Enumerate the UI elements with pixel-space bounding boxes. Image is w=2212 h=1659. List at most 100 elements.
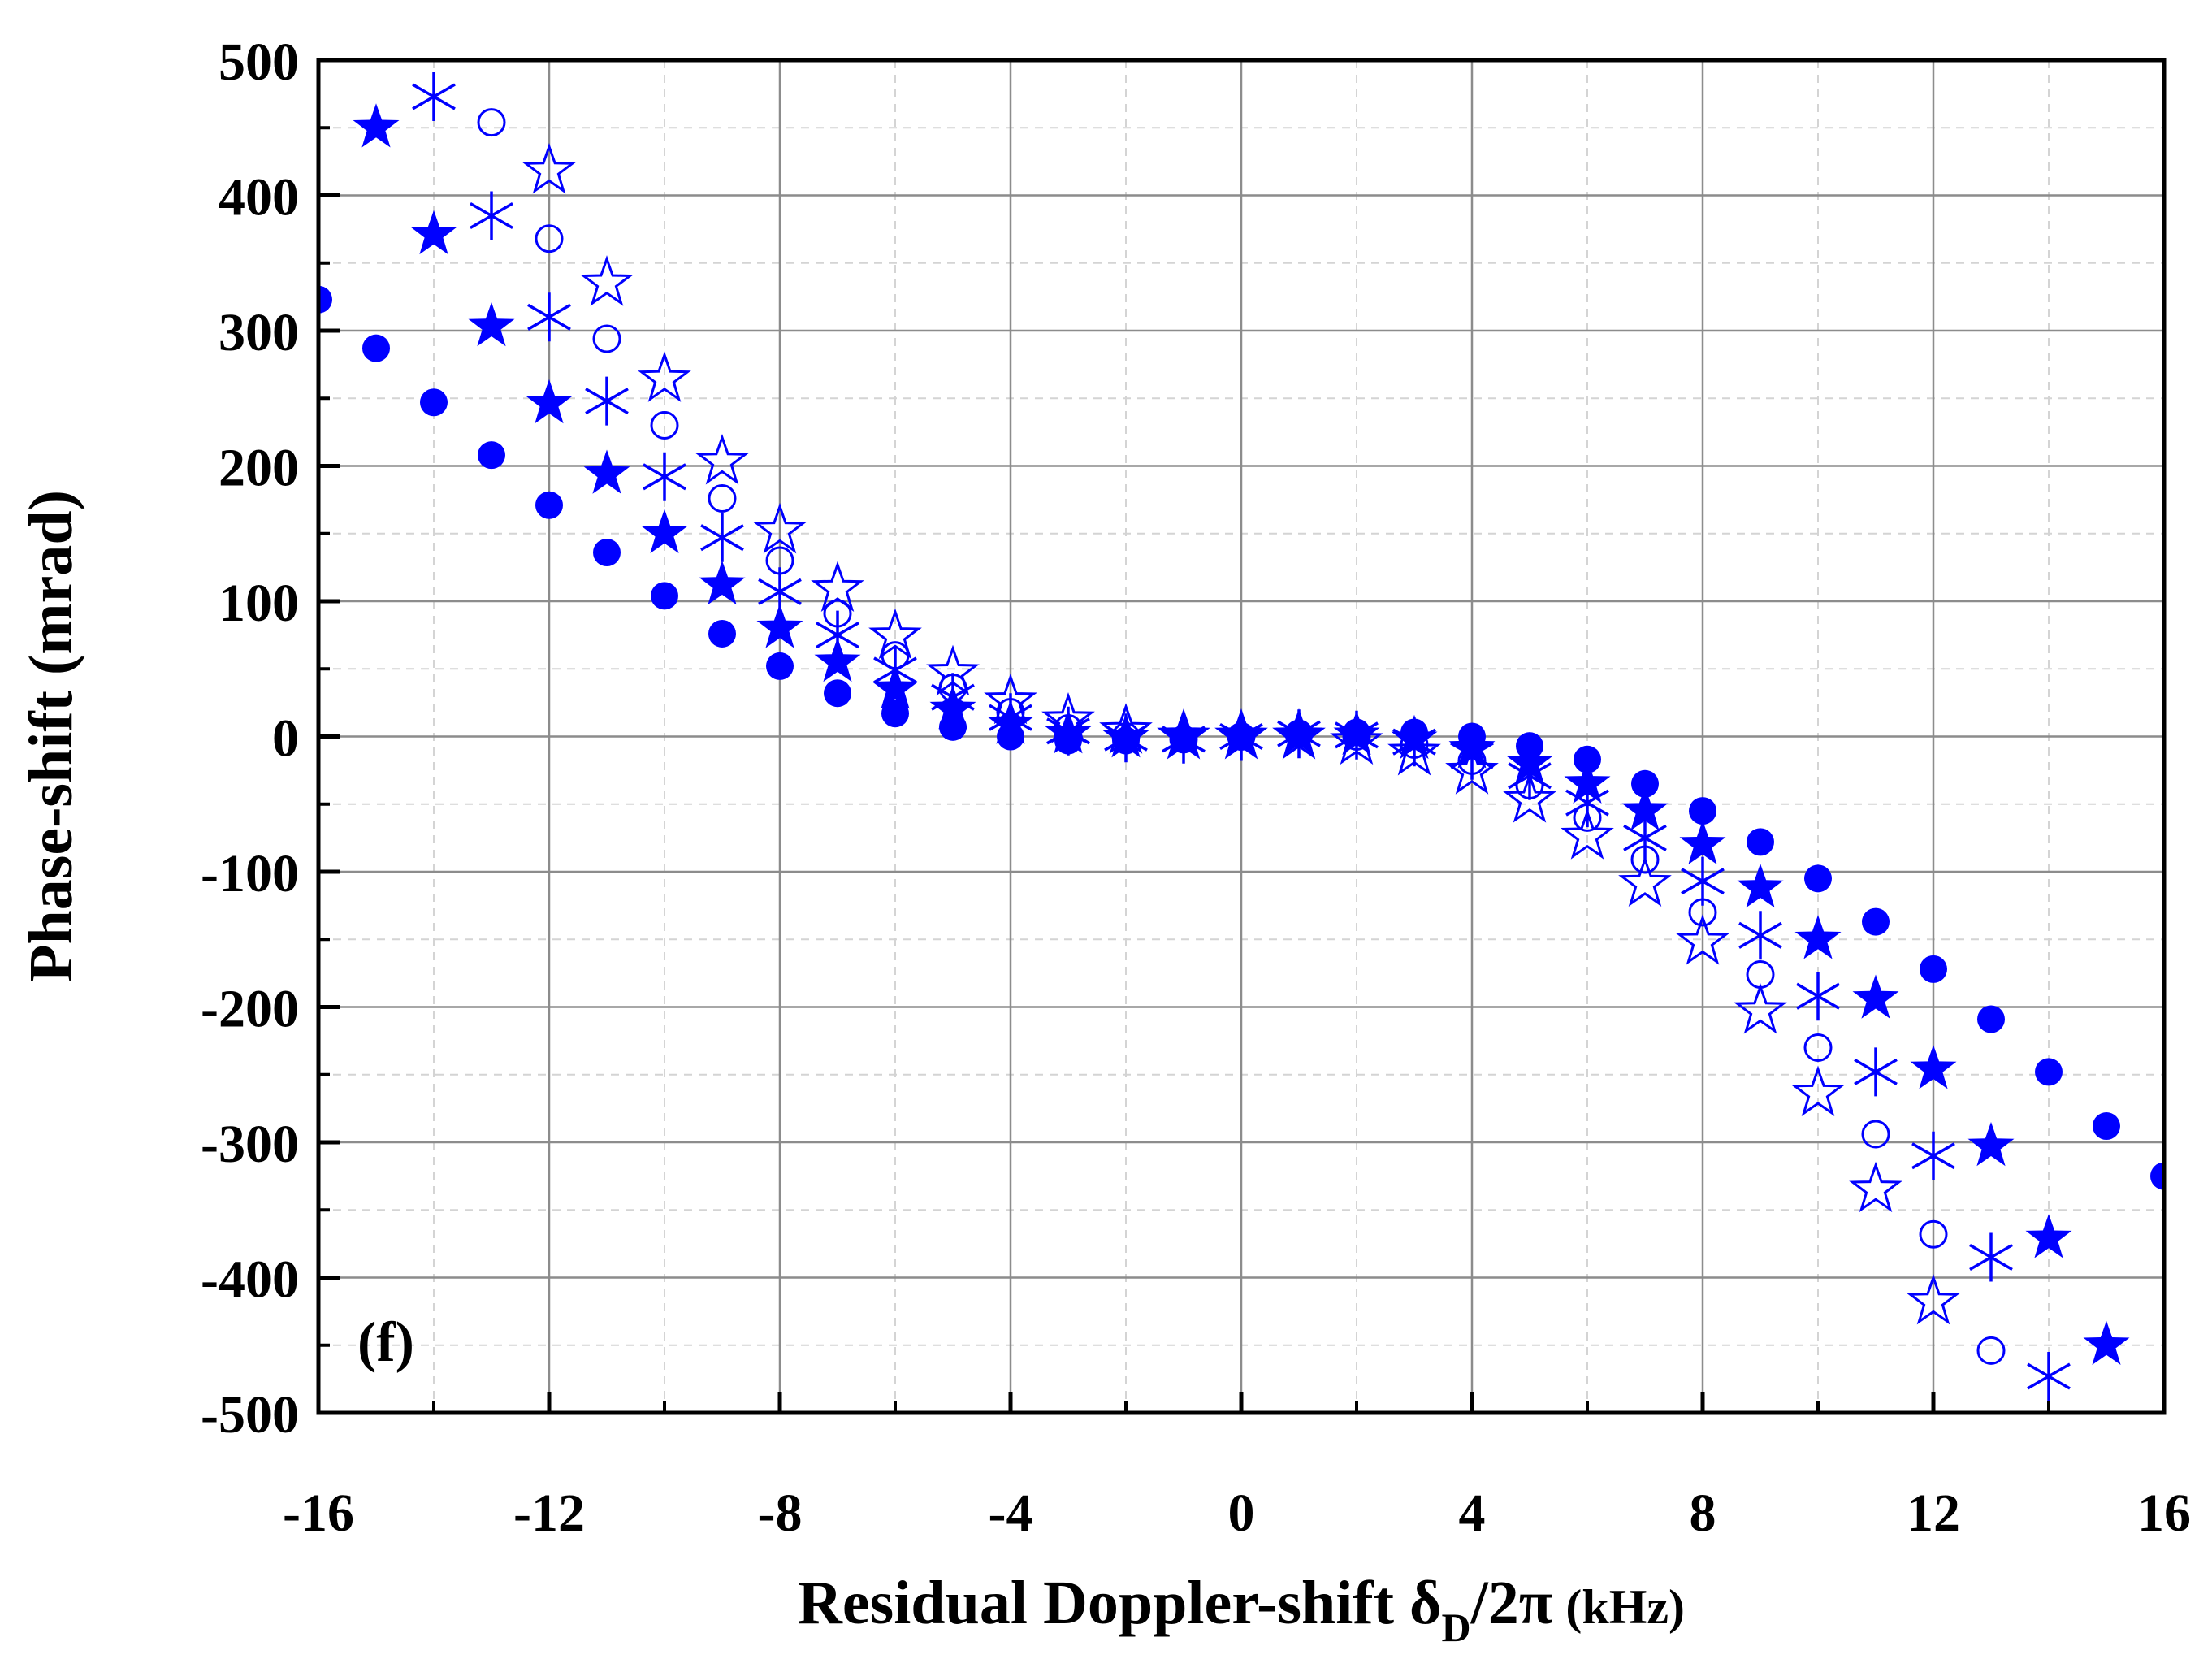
x-tick-label: -16 [283,1484,354,1543]
y-axis-title: Phase-shift (mrad) [17,490,85,982]
data-point-filled-circle [708,619,736,648]
data-point-open-star [522,142,576,194]
data-point-asterisk [873,645,917,695]
data-point-open-circle [592,324,621,353]
x-axis-title-after: /2π [1470,1569,1553,1637]
data-point-open-circle [1976,1336,2006,1365]
y-tick-label: 300 [219,303,299,362]
tick-labels: -16 -12 -8 -4 0 4 8 12 16 500 400 300 200 100 0 -100 -20… [201,32,2191,1543]
data-point-filled-circle [420,388,448,417]
data-point-filled-circle [2150,1162,2164,1190]
data-point-filled-circle [881,700,909,728]
data-point-open-star [1041,691,1095,743]
data-point-asterisk [1623,813,1667,863]
x-tick-label: 8 [1690,1484,1716,1543]
data-point-open-star [1099,703,1153,754]
x-tick-label: 16 [2137,1484,2191,1543]
y-tick-label: -300 [201,1115,299,1174]
data-point-open-circle [535,224,564,253]
data-point-asterisk [1162,714,1206,764]
data-point-filled-circle [766,652,794,680]
data-point-open-circle [1054,714,1083,743]
data-point-open-star [1618,855,1672,907]
data-point-open-circle [650,411,679,440]
data-point-filled-circle [593,539,621,567]
data-markers [318,72,2164,1401]
data-point-filled-star [526,379,573,424]
data-point-filled-circle [1747,828,1774,856]
data-point-asterisk [1681,856,1725,906]
data-point-open-circle [1630,845,1660,874]
data-point-open-star [926,644,980,696]
data-point-open-star [1157,708,1210,760]
x-axis-title-main: Residual Doppler-shift δ [798,1569,1441,1637]
data-point-filled-star [1852,974,1899,1019]
data-point-open-star [1387,724,1441,776]
data-point-open-circle [1342,722,1371,751]
data-point-open-circle [1688,898,1717,927]
data-point-filled-star [1621,786,1669,831]
data-point-asterisk [1854,1047,1898,1097]
data-point-open-circle [1111,722,1141,751]
data-point-open-circle [1919,1219,1948,1249]
data-point-filled-star [2025,1214,2072,1258]
x-tick-label: -12 [513,1484,585,1543]
x-tick-label: 4 [1459,1484,1486,1543]
data-point-open-star [1330,713,1383,765]
data-point-open-circle [1573,803,1602,832]
data-point-open-star [1676,914,1729,965]
data-point-filled-star [1737,864,1784,908]
data-point-filled-circle [2093,1112,2120,1141]
data-point-open-circle [708,483,737,513]
data-point-asterisk [1796,972,1840,1021]
data-point-asterisk [643,452,686,501]
data-point-open-circle [996,698,1025,727]
y-tick-label: 100 [219,574,299,633]
data-point-filled-circle [651,582,678,610]
data-point-filled-circle [1689,797,1716,825]
y-tick-label: 500 [219,32,299,92]
data-point-open-star [1561,808,1614,860]
x-axis-title-subscript: D [1441,1605,1470,1650]
data-point-open-star [1503,772,1556,823]
axis-ticks [316,58,2167,1415]
data-point-open-star [1214,708,1268,760]
data-point-open-circle [477,108,506,137]
data-point-filled-star [814,637,861,682]
data-point-open-circle [1169,725,1198,754]
data-point-open-star [753,502,807,554]
data-point-asterisk [816,610,859,660]
x-tick-label: -4 [989,1484,1033,1543]
x-axis-title-unit: (kHz) [1565,1580,1685,1634]
data-point-open-star [638,351,691,402]
data-point-filled-star [756,604,803,648]
data-point-filled-star [410,210,457,255]
y-tick-label: -200 [201,980,299,1039]
series-open-stars [522,142,1960,1325]
data-point-filled-star [1967,1122,2015,1167]
data-point-asterisk [1104,713,1148,763]
data-point-asterisk [1969,1232,2013,1282]
data-point-open-star [1445,743,1499,795]
data-point-open-circle [765,546,794,575]
y-tick-label: -400 [201,1250,299,1310]
data-point-filled-circle [824,679,851,708]
data-point-open-star [1907,1273,1960,1325]
data-point-filled-circle [318,285,332,314]
data-point-asterisk [527,292,571,342]
data-point-asterisk [1738,911,1782,960]
y-tick-label: -100 [201,844,299,903]
data-point-filled-circle [1920,955,1947,983]
data-point-asterisk [700,513,744,562]
data-point-filled-star [699,561,746,605]
data-point-open-star [580,255,634,306]
data-point-asterisk [1911,1131,1955,1180]
data-point-filled-star [1794,915,1842,959]
data-point-filled-star [1910,1045,1957,1089]
data-point-asterisk [585,376,629,426]
data-point-asterisk [412,72,456,121]
data-point-filled-circle [1631,769,1659,798]
data-point-asterisk [931,673,975,722]
y-tick-label: -500 [201,1385,299,1445]
